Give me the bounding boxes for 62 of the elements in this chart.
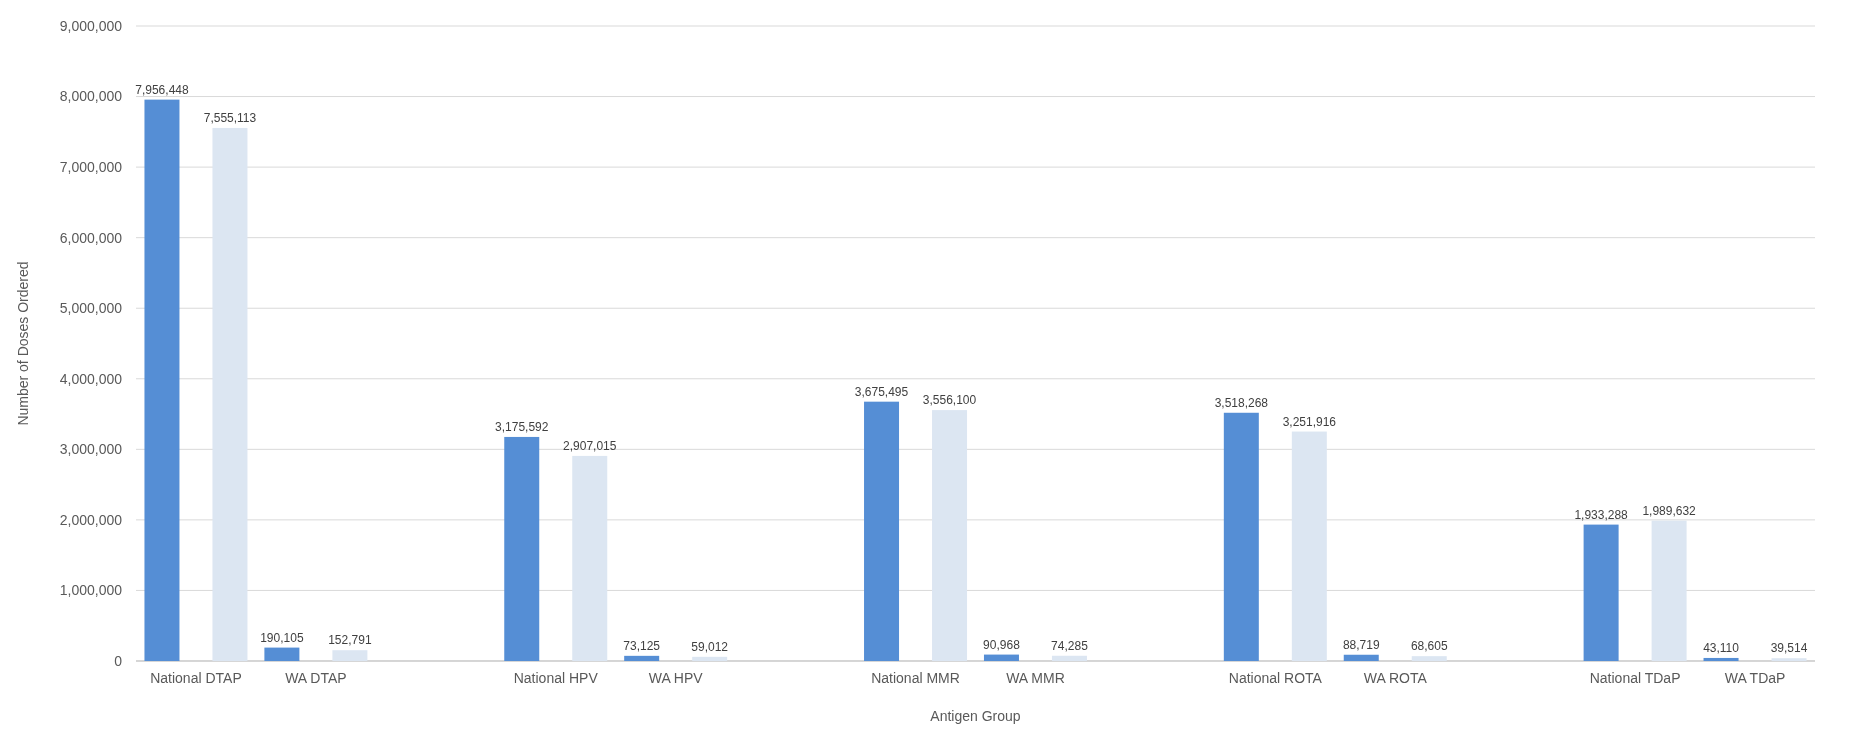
y-tick-label: 3,000,000 — [59, 441, 123, 458]
x-tick-label: WA ROTA — [1363, 670, 1428, 686]
data-label: 3,518,268 — [1214, 395, 1269, 410]
x-tick-label: National DTAP — [150, 670, 242, 686]
bar — [864, 401, 900, 661]
y-tick-label: 9,000,000 — [59, 17, 123, 34]
data-label: 88,719 — [1342, 637, 1380, 652]
data-label: 3,675,495 — [854, 384, 909, 399]
x-tick-label: WA TDaP — [1724, 670, 1786, 686]
bar — [1651, 520, 1687, 661]
data-label: 190,105 — [260, 630, 304, 645]
data-label: 39,514 — [1770, 641, 1808, 656]
y-tick-label: 2,000,000 — [59, 511, 123, 528]
data-label: 74,285 — [1051, 638, 1089, 653]
bar — [264, 647, 300, 661]
bar — [332, 650, 368, 661]
x-axis-title: Antigen Group — [930, 708, 1021, 724]
bar — [144, 99, 180, 661]
bar — [1703, 657, 1739, 661]
x-tick-label: WA MMR — [1006, 670, 1065, 686]
data-label: 3,175,592 — [495, 419, 549, 434]
data-label: 73,125 — [623, 638, 661, 653]
y-tick-label: 1,000,000 — [59, 582, 123, 599]
data-label: 3,251,916 — [1282, 414, 1337, 429]
x-tick-label: National HPV — [513, 670, 599, 686]
y-tick-label: 0 — [114, 652, 123, 669]
y-tick-label: 7,000,000 — [59, 159, 123, 176]
data-label: 1,933,288 — [1574, 507, 1629, 522]
y-tick-label: 5,000,000 — [59, 300, 123, 317]
bar — [983, 654, 1019, 661]
x-tick-label: WA DTAP — [285, 670, 347, 686]
bar — [1223, 412, 1259, 661]
data-label: 90,968 — [983, 637, 1021, 652]
data-label: 1,989,632 — [1642, 503, 1697, 518]
bar — [572, 455, 608, 661]
y-axis-title: Number of Doses Ordered — [15, 261, 31, 426]
bar — [1291, 431, 1327, 661]
bar — [1051, 655, 1087, 661]
data-label: 43,110 — [1703, 640, 1740, 655]
data-label: 2,907,015 — [563, 438, 617, 453]
bar — [1771, 658, 1807, 661]
bar — [692, 656, 728, 661]
bar — [1343, 654, 1379, 661]
data-label: 3,556,100 — [922, 393, 977, 408]
bar — [932, 410, 968, 661]
data-label: 68,605 — [1410, 639, 1448, 654]
data-label: 59,012 — [691, 639, 729, 654]
bar — [1411, 656, 1447, 661]
x-tick-label: WA HPV — [648, 670, 704, 686]
y-tick-label: 6,000,000 — [59, 229, 123, 246]
data-label: 7,555,113 — [203, 110, 257, 125]
bar — [1583, 524, 1619, 661]
bar — [212, 127, 248, 661]
x-tick-label: National ROTA — [1228, 670, 1323, 686]
data-label: 152,791 — [328, 633, 372, 648]
y-tick-label: 4,000,000 — [59, 370, 123, 387]
bar — [624, 655, 660, 661]
data-label: 7,956,448 — [135, 82, 189, 97]
x-tick-label: National TDaP — [1589, 670, 1681, 686]
x-tick-label: National MMR — [871, 670, 960, 686]
bar — [504, 436, 540, 661]
y-tick-label: 8,000,000 — [59, 88, 123, 105]
